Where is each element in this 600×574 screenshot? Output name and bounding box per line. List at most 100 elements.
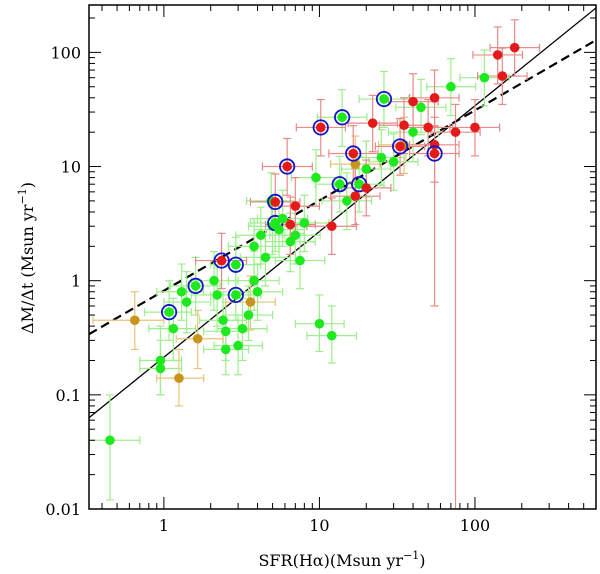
red-point (450, 127, 461, 137)
green-point (295, 255, 305, 266)
green-point (274, 224, 284, 235)
orange-point (129, 315, 140, 326)
green-point (105, 435, 115, 446)
solid-fit-line (89, 7, 596, 419)
red-point (350, 191, 361, 201)
highlight-ring (267, 193, 284, 210)
green-point (218, 315, 228, 326)
green-point (181, 297, 192, 307)
red-point (395, 141, 405, 152)
green-point (249, 275, 259, 286)
red-point (361, 183, 372, 193)
green-point (314, 318, 325, 329)
green-point (176, 286, 187, 297)
green-point (342, 196, 352, 206)
x-tick-label: 100 (460, 516, 491, 535)
green-point (290, 230, 301, 241)
highlight-ring (334, 109, 351, 126)
fit-lines (89, 7, 596, 419)
highlight-ring (391, 138, 409, 155)
red-point (290, 201, 301, 211)
green-point (243, 310, 254, 320)
green-point (277, 213, 288, 224)
red-point (492, 50, 503, 60)
x-axis-title: SFR(Hα)(Msun yr−1) (258, 549, 425, 570)
red-point (285, 219, 296, 230)
green-point (311, 172, 321, 183)
green-point (479, 72, 490, 83)
red-point (470, 122, 480, 133)
green-point (379, 94, 389, 104)
orange-point (192, 333, 203, 344)
green-point (249, 241, 259, 252)
highlight-ring (187, 277, 204, 295)
green-point (326, 330, 337, 341)
highlight-ring (227, 286, 244, 304)
x-tick-label: 1 (159, 516, 169, 535)
green-point (361, 164, 372, 174)
green-point (354, 179, 364, 190)
axes (88, 4, 597, 510)
green-point (408, 127, 418, 137)
red-point (348, 148, 359, 159)
green-error-bar (89, 394, 141, 501)
green-point (212, 290, 222, 300)
highlight-ring (160, 304, 178, 321)
highlight-ring (227, 256, 244, 273)
green-point (233, 340, 243, 351)
green-point (446, 81, 456, 92)
green-point (209, 275, 219, 286)
green-point (168, 323, 179, 334)
y-axis-title: ΔM/Δt (Msun yr−1) (16, 182, 37, 334)
orange-point (350, 159, 361, 169)
red-point (282, 161, 292, 172)
highlight-ring (375, 90, 393, 108)
orange-point (245, 297, 256, 307)
green-point (256, 230, 266, 241)
y-tick-label: 10 (61, 158, 81, 177)
data-points (105, 42, 520, 446)
green-point (155, 363, 166, 374)
red-point (315, 122, 326, 133)
red-point (429, 148, 440, 159)
green-point (252, 286, 263, 297)
green-point (231, 259, 241, 270)
y-tick-label: 100 (50, 43, 81, 62)
tick-labels: 1 10 100 0.01 0.1 1 10 100 (45, 43, 490, 535)
error-bars (89, 19, 541, 509)
red-point (509, 42, 520, 53)
orange-point (174, 373, 184, 383)
green-point (299, 218, 310, 228)
red-point (367, 118, 378, 128)
red-point (423, 122, 433, 133)
highlight-ring (426, 145, 443, 162)
y-tick-label: 0.1 (56, 386, 81, 405)
green-point (337, 112, 347, 123)
red-point (429, 92, 440, 103)
green-point (220, 344, 231, 355)
red-point (497, 71, 508, 81)
y-tick-label: 1 (71, 272, 81, 291)
plot-frame (88, 4, 597, 510)
green-point (190, 281, 201, 291)
highlight-ring (312, 119, 329, 136)
green-point (237, 323, 248, 334)
green-point (220, 326, 231, 337)
green-point (416, 102, 426, 113)
red-point (408, 96, 418, 107)
green-point (260, 252, 271, 263)
green-point (231, 290, 241, 300)
highlight-ring (279, 158, 296, 175)
red-point (270, 197, 281, 207)
red-point (326, 221, 337, 232)
highlight-ring (345, 145, 362, 162)
red-point (399, 120, 409, 131)
orange-error-bar (92, 291, 165, 351)
highlight-ring (213, 252, 230, 269)
highlight-ring (331, 176, 348, 193)
green-point (164, 307, 174, 317)
green-point (155, 355, 166, 366)
green-point (388, 157, 399, 167)
x-tick-label: 10 (309, 516, 329, 535)
